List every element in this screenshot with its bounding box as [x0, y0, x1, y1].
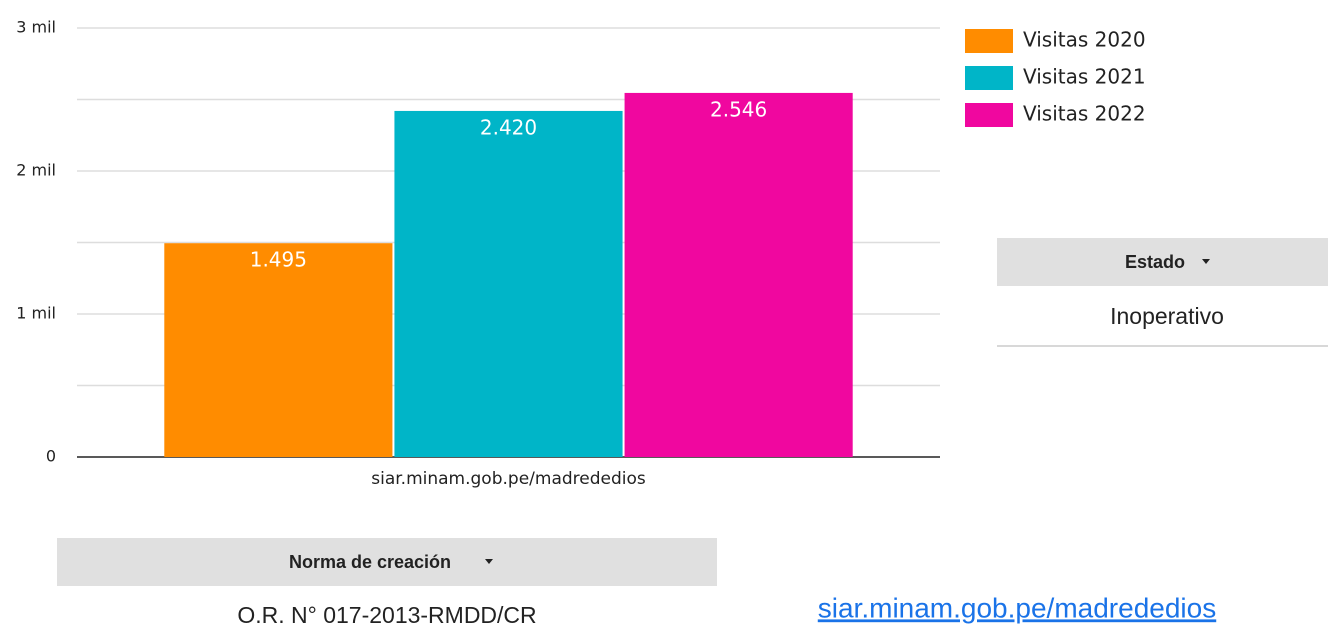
legend-swatch [965, 103, 1013, 127]
legend-swatch [965, 29, 1013, 53]
value-label: 2.420 [480, 115, 537, 139]
y-tick-label: 1 mil [16, 304, 56, 323]
value-label: 1.495 [250, 248, 307, 272]
dropdown-arrow[interactable] [485, 559, 493, 564]
x-tick-label: siar.minam.gob.pe/madrededios [371, 469, 646, 489]
dropdown-arrow[interactable] [1202, 259, 1210, 264]
legend-label: Visitas 2021 [1023, 65, 1146, 89]
legend-swatch [965, 66, 1013, 90]
estado-header-bg [997, 238, 1328, 286]
link[interactable]: siar.minam.gob.pe/madrededios [818, 592, 1216, 623]
norma-header[interactable]: Norma de creación [289, 552, 451, 572]
y-tick-label: 2 mil [16, 161, 56, 180]
estado-header[interactable]: Estado [1125, 252, 1185, 272]
y-tick-label: 0 [46, 447, 56, 466]
norma-value: O.R. N° 017-2013-RMDD/CR [237, 602, 536, 628]
bar [394, 110, 623, 457]
value-label: 2.546 [710, 97, 767, 121]
legend-label: Visitas 2022 [1023, 102, 1146, 126]
legend-label: Visitas 2020 [1023, 28, 1146, 52]
estado-value: Inoperativo [1110, 303, 1224, 329]
norma-header-bg [57, 538, 717, 586]
bar [164, 243, 393, 457]
bar [624, 92, 853, 457]
y-tick-label: 3 mil [16, 18, 56, 37]
